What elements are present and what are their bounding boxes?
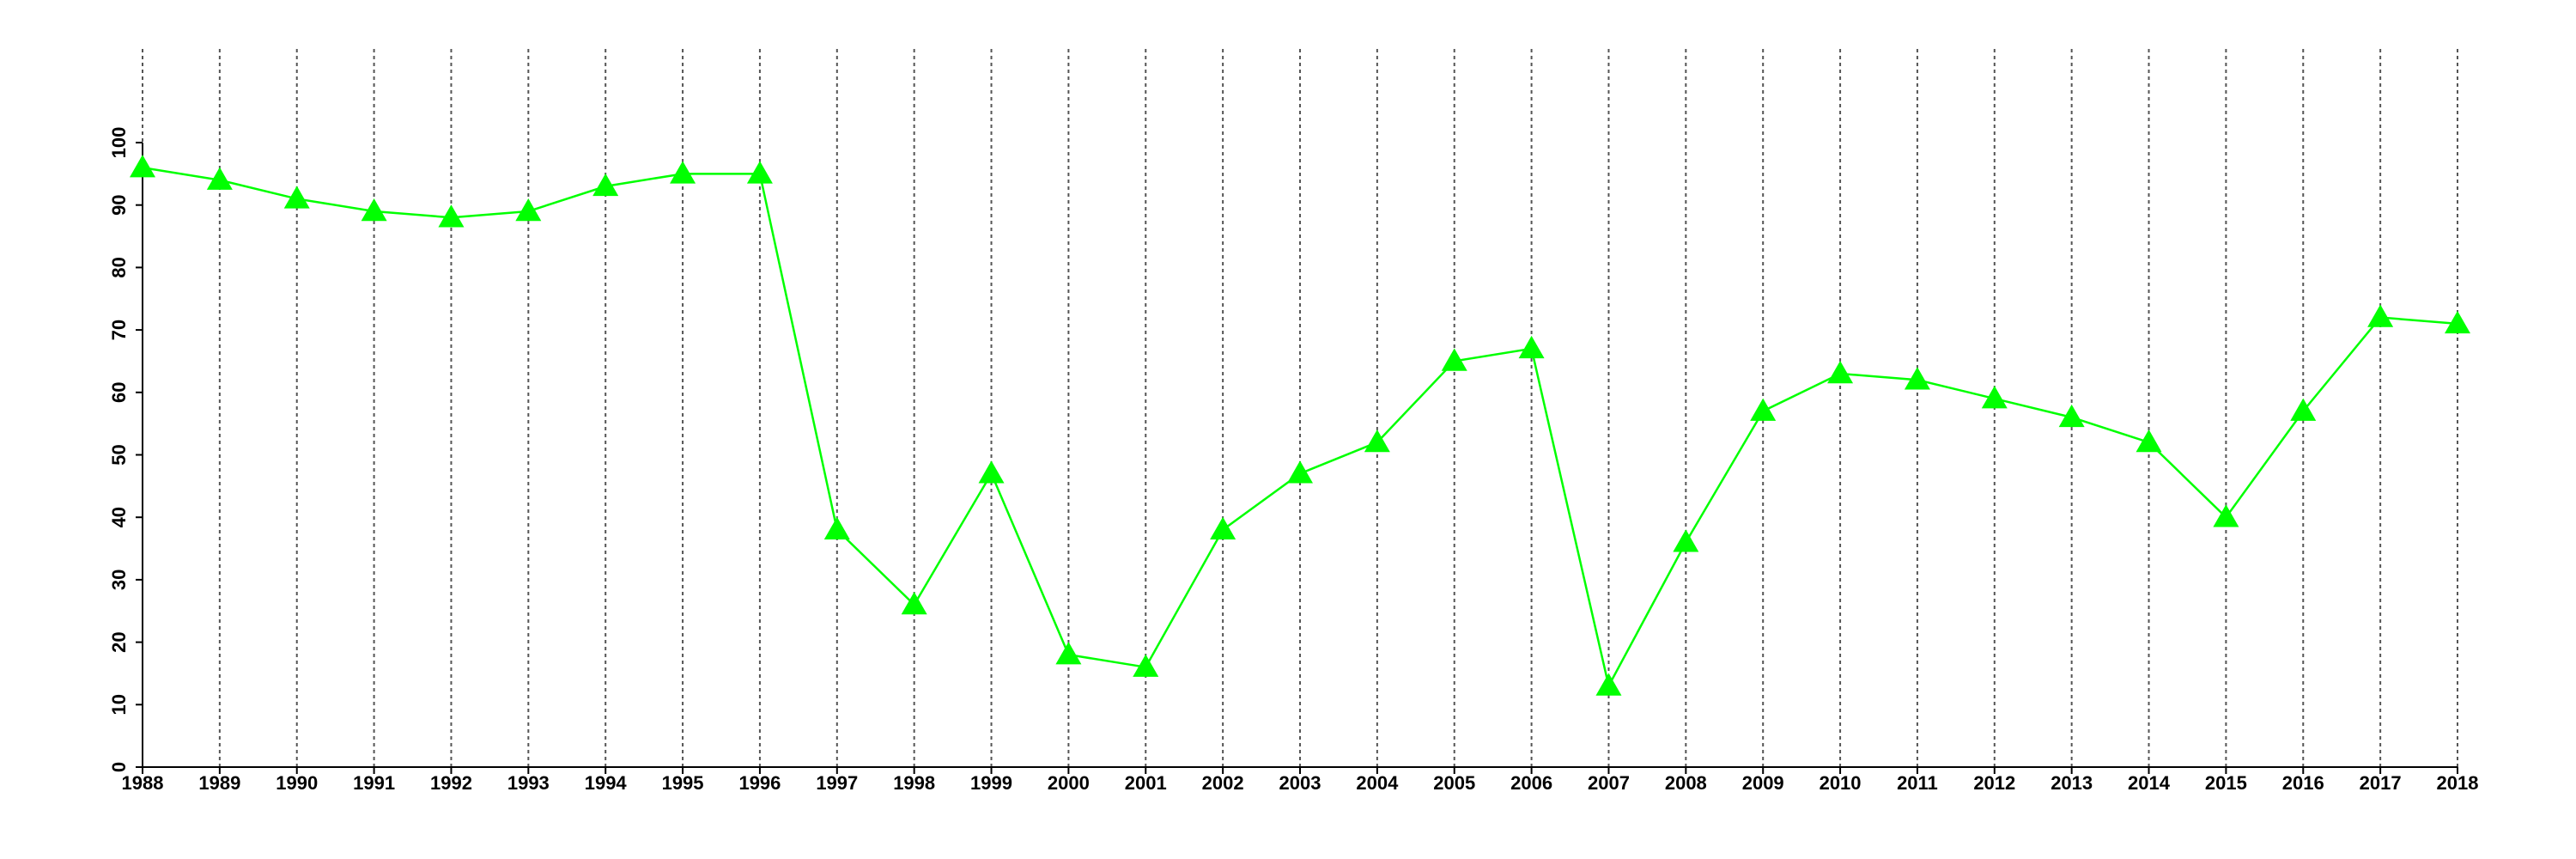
marker <box>823 516 850 539</box>
x-tick-label: 1992 <box>430 772 472 794</box>
y-tick-label: 100 <box>108 127 130 159</box>
y-tick-label: 10 <box>108 694 130 715</box>
x-tick-label: 1996 <box>738 772 781 794</box>
marker <box>1364 429 1390 453</box>
x-tick-label: 2004 <box>1356 772 1399 794</box>
x-tick-label: 2017 <box>2360 772 2402 794</box>
marker <box>1981 386 2008 409</box>
x-tick-label: 2016 <box>2282 772 2324 794</box>
marker <box>130 155 155 178</box>
marker <box>1904 367 1930 390</box>
marker <box>2445 310 2470 334</box>
x-tick-label: 2006 <box>1510 772 1552 794</box>
y-tick-label: 80 <box>108 257 130 277</box>
x-tick-label: 2013 <box>2050 772 2093 794</box>
marker <box>438 204 465 228</box>
marker <box>2290 398 2317 421</box>
x-tick-label: 2018 <box>2437 772 2479 794</box>
marker <box>1750 398 1777 421</box>
x-tick-label: 1999 <box>970 772 1012 794</box>
marker <box>1210 516 1236 539</box>
marker <box>2136 429 2162 453</box>
x-tick-label: 1989 <box>198 772 240 794</box>
x-tick-label: 2010 <box>1820 772 1862 794</box>
x-tick-label: 1988 <box>122 772 164 794</box>
x-tick-label: 2008 <box>1665 772 1707 794</box>
marker <box>1441 348 1467 371</box>
y-tick-label: 40 <box>108 507 130 527</box>
marker <box>1287 460 1313 484</box>
y-tick-label: 90 <box>108 194 130 215</box>
x-tick-label: 1994 <box>585 772 628 794</box>
x-tick-label: 1991 <box>353 772 395 794</box>
y-tick-label: 0 <box>108 762 130 772</box>
x-tick-label: 2005 <box>1433 772 1475 794</box>
x-tick-label: 1998 <box>893 772 935 794</box>
marker <box>515 198 542 222</box>
marker <box>670 161 696 184</box>
marker <box>283 186 310 209</box>
marker <box>978 460 1005 484</box>
x-tick-label: 2000 <box>1048 772 1090 794</box>
x-tick-label: 2015 <box>2205 772 2247 794</box>
x-tick-label: 2003 <box>1279 772 1321 794</box>
marker <box>901 591 927 615</box>
x-tick-label: 2002 <box>1202 772 1244 794</box>
marker <box>2213 504 2239 527</box>
x-tick-label: 2012 <box>1973 772 2015 794</box>
marker <box>1055 642 1082 665</box>
x-tick-label: 1993 <box>507 772 550 794</box>
y-tick-label: 60 <box>108 382 130 403</box>
x-tick-label: 1995 <box>662 772 704 794</box>
marker <box>361 198 387 222</box>
marker <box>592 173 619 197</box>
x-tick-label: 2007 <box>1588 772 1630 794</box>
y-tick-label: 30 <box>108 570 130 590</box>
x-tick-label: 1997 <box>816 772 858 794</box>
marker <box>2058 404 2085 428</box>
y-tick-label: 50 <box>108 444 130 465</box>
x-tick-label: 2009 <box>1742 772 1784 794</box>
x-tick-label: 2001 <box>1125 772 1167 794</box>
marker <box>2367 304 2394 327</box>
x-tick-label: 2014 <box>2128 772 2171 794</box>
marker <box>1518 335 1545 359</box>
marker <box>1595 673 1622 696</box>
marker <box>206 167 233 190</box>
x-tick-label: 1990 <box>276 772 318 794</box>
marker <box>1133 654 1159 677</box>
x-tick-label: 2011 <box>1897 772 1938 794</box>
marker <box>1827 360 1854 384</box>
marker <box>1673 529 1699 552</box>
y-tick-label: 70 <box>108 320 130 340</box>
marker <box>746 161 773 184</box>
y-tick-label: 20 <box>108 631 130 652</box>
